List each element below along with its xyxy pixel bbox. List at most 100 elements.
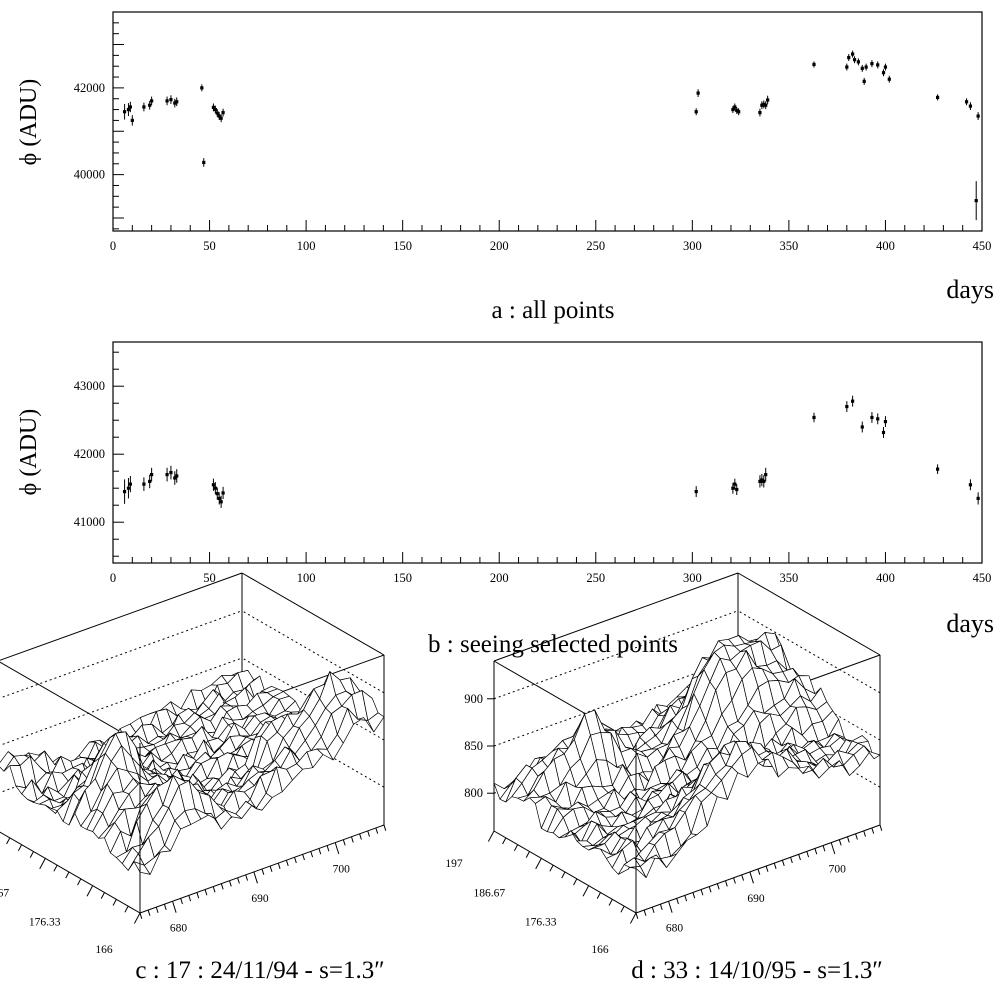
data-point <box>128 101 132 113</box>
x-minor-tick <box>261 868 265 875</box>
x-minor-tick <box>383 824 387 831</box>
data-point <box>852 56 857 64</box>
x-minor-tick <box>367 830 371 837</box>
x-minor-tick <box>228 880 232 887</box>
point-marker <box>976 114 980 118</box>
data-point <box>968 479 973 491</box>
point-marker <box>731 107 735 112</box>
y-major-tick <box>582 885 590 897</box>
point-marker <box>221 491 225 495</box>
point-marker <box>851 399 855 403</box>
data-point <box>148 100 152 110</box>
point-marker <box>733 105 737 109</box>
surface-mesh <box>493 632 881 878</box>
data-point <box>735 484 739 495</box>
data-point <box>976 492 980 505</box>
x-minor-tick <box>139 912 143 919</box>
point-marker <box>213 107 217 112</box>
x-minor-tick <box>651 906 655 913</box>
x-minor-tick <box>798 854 801 861</box>
x-minor-tick <box>285 860 289 867</box>
point-marker <box>762 102 766 106</box>
x-tick-label: 300 <box>683 571 702 585</box>
x-minor-tick <box>790 857 793 864</box>
y-major-tick <box>629 912 637 924</box>
y-major-tick <box>133 912 141 924</box>
x-minor-tick <box>220 883 224 890</box>
data-point <box>733 103 737 111</box>
y-major-tick <box>86 885 94 897</box>
point-marker <box>976 496 980 500</box>
data-point <box>935 94 940 101</box>
panel-a-frame <box>112 11 983 232</box>
point-marker <box>150 99 154 103</box>
data-point <box>221 486 225 500</box>
y-minor-tick <box>29 851 34 858</box>
x-minor-tick <box>294 857 297 864</box>
point-marker <box>211 483 216 487</box>
point-marker <box>935 95 940 100</box>
y-major-tick <box>39 858 46 870</box>
y-tick-label: 166 <box>591 944 609 956</box>
data-point <box>735 106 739 114</box>
point-marker <box>881 430 886 435</box>
data-point <box>881 69 886 77</box>
point-marker <box>851 52 855 56</box>
data-point <box>731 482 735 494</box>
x-tick-label: 400 <box>876 239 895 253</box>
y-tick-label: 197 <box>445 858 463 870</box>
point-marker <box>735 487 739 492</box>
x-tick-label: 50 <box>203 571 216 585</box>
y-minor-tick <box>573 878 578 886</box>
panel-b-axes: 0 50 100 150 200 250 300 350 400 450 41000 42000 430… <box>74 351 991 585</box>
x-tick-label: 680 <box>170 922 188 934</box>
point-marker <box>126 486 131 490</box>
point-marker <box>812 62 816 67</box>
y-minor-tick <box>513 844 519 852</box>
x-minor-tick <box>269 865 273 872</box>
y-tick-label: 176.33 <box>29 917 61 929</box>
z-grid-line <box>0 610 243 699</box>
panel-b-points <box>122 395 980 508</box>
box-edge <box>493 572 739 662</box>
point-marker <box>142 482 146 486</box>
point-marker <box>175 100 179 104</box>
data-point <box>126 103 131 117</box>
x-minor-tick <box>196 892 200 899</box>
x-minor-tick <box>716 883 720 890</box>
y-minor-tick <box>17 844 23 852</box>
x-tick-label: 50 <box>203 239 216 253</box>
point-marker <box>964 100 969 104</box>
data-point <box>968 102 973 111</box>
point-marker <box>148 103 152 107</box>
box-edge <box>493 660 637 744</box>
point-marker <box>130 118 134 123</box>
data-point <box>883 416 888 427</box>
x-tick-label: 150 <box>393 571 412 585</box>
point-marker <box>847 55 851 60</box>
point-marker <box>173 101 177 105</box>
x-major-tick <box>172 901 177 913</box>
y-minor-tick <box>549 864 554 872</box>
y-minor-tick <box>608 899 613 906</box>
point-marker <box>200 86 204 90</box>
data-point <box>217 492 221 505</box>
point-marker <box>202 160 206 165</box>
data-point <box>766 95 770 105</box>
z-tick-label: 900 <box>464 692 483 706</box>
x-minor-tick <box>659 904 663 911</box>
x-minor-tick <box>635 912 639 919</box>
point-marker <box>165 99 169 103</box>
x-minor-tick <box>855 833 858 840</box>
data-point <box>862 77 866 85</box>
data-point <box>150 96 154 106</box>
x-minor-tick <box>871 827 875 834</box>
y-minor-tick <box>502 837 507 845</box>
data-point <box>964 98 969 106</box>
data-point <box>760 473 764 487</box>
x-minor-tick <box>188 895 192 902</box>
point-marker <box>845 405 849 409</box>
x-minor-tick <box>879 824 883 831</box>
panel-b-scatter: 0 50 100 150 200 250 300 350 400 450 41000 42000 430… <box>16 341 994 658</box>
